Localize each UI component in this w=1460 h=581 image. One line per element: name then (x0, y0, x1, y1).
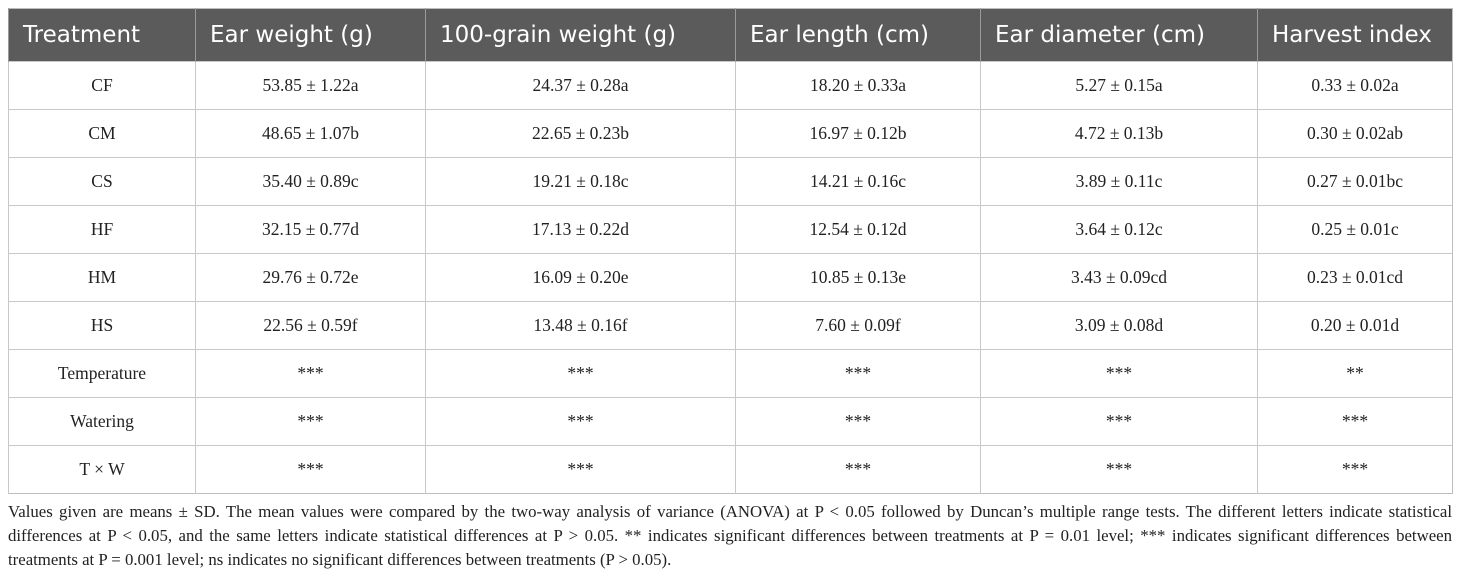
table-row: CF 53.85 ± 1.22a 24.37 ± 0.28a 18.20 ± 0.33… (8, 61, 1453, 110)
cell: *** (1257, 445, 1453, 494)
cell: *** (735, 445, 981, 494)
row-label: HM (8, 253, 196, 302)
cell: 53.85 ± 1.22a (195, 61, 426, 110)
cell: 3.64 ± 0.12c (980, 205, 1258, 254)
cell: 4.72 ± 0.13b (980, 109, 1258, 158)
cell: 3.43 ± 0.09cd (980, 253, 1258, 302)
row-label: CS (8, 157, 196, 206)
cell: 14.21 ± 0.16c (735, 157, 981, 206)
footnote: Values given are means ± SD. The mean va… (8, 502, 1452, 569)
table-row: T × W *** *** *** *** *** (8, 445, 1453, 494)
cell: 16.97 ± 0.12b (735, 109, 981, 158)
cell: *** (195, 349, 426, 398)
table-row: CS 35.40 ± 0.89c 19.21 ± 0.18c 14.21 ± 0.16… (8, 157, 1453, 206)
table-row: HF 32.15 ± 0.77d 17.13 ± 0.22d 12.54 ± 0.12… (8, 205, 1453, 254)
table-header: Treatment Ear weight (g) 100-grain weight … (8, 8, 1453, 62)
column-header: Harvest index (1257, 8, 1453, 62)
table-row: CM 48.65 ± 1.07b 22.65 ± 0.23b 16.97 ± 0.12… (8, 109, 1453, 158)
cell: 29.76 ± 0.72e (195, 253, 426, 302)
cell: 22.56 ± 0.59f (195, 301, 426, 350)
results-table: Treatment Ear weight (g) 100-grain weight … (8, 8, 1453, 494)
cell: 10.85 ± 0.13e (735, 253, 981, 302)
cell: 17.13 ± 0.22d (425, 205, 736, 254)
cell: 0.25 ± 0.01c (1257, 205, 1453, 254)
cell: 0.20 ± 0.01d (1257, 301, 1453, 350)
cell: 48.65 ± 1.07b (195, 109, 426, 158)
row-label: Watering (8, 397, 196, 446)
column-header: Treatment (8, 8, 196, 62)
header-row: Treatment Ear weight (g) 100-grain weight … (8, 8, 1453, 62)
cell: 3.09 ± 0.08d (980, 301, 1258, 350)
cell: ** (1257, 349, 1453, 398)
cell: 18.20 ± 0.33a (735, 61, 981, 110)
cell: 0.30 ± 0.02ab (1257, 109, 1453, 158)
cell: 12.54 ± 0.12d (735, 205, 981, 254)
cell: 24.37 ± 0.28a (425, 61, 736, 110)
row-label: Temperature (8, 349, 196, 398)
cell: 35.40 ± 0.89c (195, 157, 426, 206)
cell: *** (735, 349, 981, 398)
cell: *** (425, 397, 736, 446)
row-label: CM (8, 109, 196, 158)
table-row: HS 22.56 ± 0.59f 13.48 ± 0.16f 7.60 ± 0.09f… (8, 301, 1453, 350)
table-body: CF 53.85 ± 1.22a 24.37 ± 0.28a 18.20 ± 0.33… (8, 61, 1453, 494)
cell: *** (425, 445, 736, 494)
row-label: HF (8, 205, 196, 254)
cell: 0.23 ± 0.01cd (1257, 253, 1453, 302)
column-header: Ear diameter (cm) (980, 8, 1258, 62)
cell: 32.15 ± 0.77d (195, 205, 426, 254)
row-label: CF (8, 61, 196, 110)
cell: *** (980, 349, 1258, 398)
column-header: Ear weight (g) (195, 8, 426, 62)
table-row: HM 29.76 ± 0.72e 16.09 ± 0.20e 10.85 ± 0.13… (8, 253, 1453, 302)
cell: *** (195, 445, 426, 494)
cell: *** (980, 445, 1258, 494)
cell: 19.21 ± 0.18c (425, 157, 736, 206)
cell: 22.65 ± 0.23b (425, 109, 736, 158)
cell: 13.48 ± 0.16f (425, 301, 736, 350)
cell: 3.89 ± 0.11c (980, 157, 1258, 206)
cell: 0.33 ± 0.02a (1257, 61, 1453, 110)
cell: *** (1257, 397, 1453, 446)
column-header: Ear length (cm) (735, 8, 981, 62)
table-row: Watering *** *** *** *** *** (8, 397, 1453, 446)
column-header: 100-grain weight (g) (425, 8, 736, 62)
cell: 5.27 ± 0.15a (980, 61, 1258, 110)
cell: 7.60 ± 0.09f (735, 301, 981, 350)
cell: *** (735, 397, 981, 446)
cell: *** (425, 349, 736, 398)
cell: 16.09 ± 0.20e (425, 253, 736, 302)
row-label: HS (8, 301, 196, 350)
row-label: T × W (8, 445, 196, 494)
cell: 0.27 ± 0.01bc (1257, 157, 1453, 206)
table-row: Temperature *** *** *** *** ** (8, 349, 1453, 398)
cell: *** (980, 397, 1258, 446)
cell: *** (195, 397, 426, 446)
